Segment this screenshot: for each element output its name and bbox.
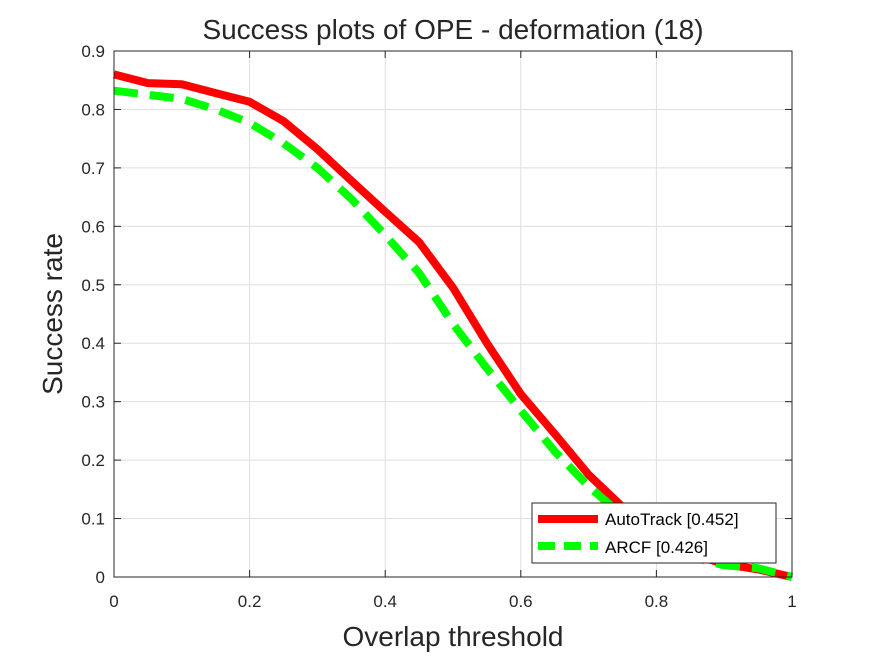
y-tick-label: 0.5 [81, 276, 105, 295]
x-tick-label: 0.2 [238, 592, 262, 611]
x-tick-label: 1 [787, 592, 796, 611]
legend: AutoTrack [0.452] ARCF [0.426] [531, 502, 777, 564]
y-tick-label: 0.8 [81, 100, 105, 119]
x-axis-label: Overlap threshold [342, 621, 563, 652]
y-tick-label: 0 [96, 568, 105, 587]
axis-ticks: 0 0.2 0.4 0.6 0.8 1 0 0.1 0.2 0.3 0.4 0.5 0.6 0.7 0.8 0… [81, 42, 796, 611]
y-tick-label: 0.9 [81, 42, 105, 61]
plot-frame [113, 50, 793, 578]
legend-entry-autotrack: AutoTrack [0.452] [605, 510, 739, 529]
y-tick-label: 0.4 [81, 334, 105, 353]
x-tick-label: 0.4 [373, 592, 397, 611]
y-tick-label: 0.2 [81, 451, 105, 470]
y-tick-label: 0.7 [81, 159, 105, 178]
y-tick-label: 0.3 [81, 393, 105, 412]
plot-area [114, 51, 792, 577]
y-tick-label: 0.1 [81, 510, 105, 529]
series-line-arcf [113, 86, 794, 581]
y-axis-label: Success rate [37, 233, 68, 395]
x-tick-label: 0.6 [509, 592, 533, 611]
x-tick-label: 0.8 [645, 592, 669, 611]
legend-entry-arcf: ARCF [0.426] [605, 538, 708, 557]
y-tick-label: 0.6 [81, 217, 105, 236]
chart-title: Success plots of OPE - deformation (18) [202, 14, 703, 45]
x-tick-label: 0 [109, 592, 118, 611]
legend-box [531, 502, 777, 564]
grid-lines [113, 50, 793, 578]
